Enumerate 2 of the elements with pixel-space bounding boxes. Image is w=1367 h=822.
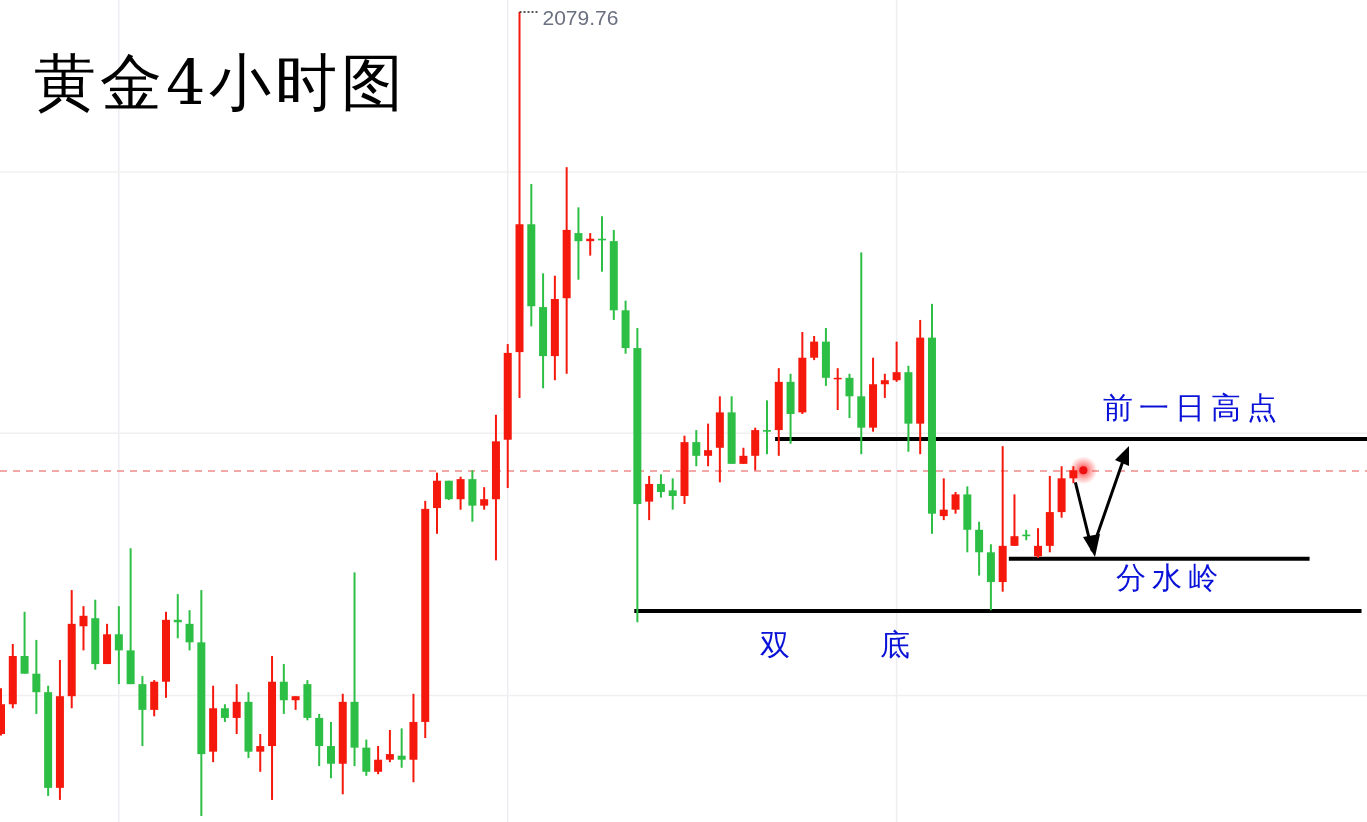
- annotation: 2079.76: [542, 6, 619, 29]
- title: 黄金4小时图: [34, 46, 408, 119]
